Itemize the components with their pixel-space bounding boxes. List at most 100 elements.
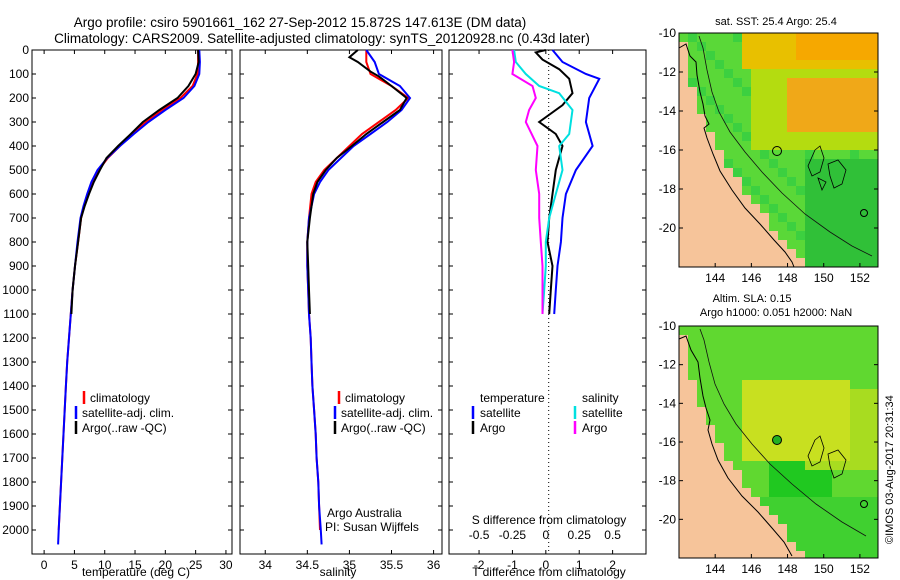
- map-cell: [832, 380, 841, 389]
- map-cell: [751, 177, 760, 186]
- map-cell: [823, 434, 832, 443]
- map-cell: [814, 114, 823, 123]
- y-tick-label: 300: [9, 115, 29, 129]
- map-cell: [742, 398, 751, 407]
- map-cell: [733, 114, 742, 123]
- map-cell: [832, 398, 841, 407]
- map-cell: [778, 479, 787, 488]
- map-cell: [841, 150, 850, 159]
- map-cell: [850, 452, 859, 461]
- map-cell: [760, 51, 769, 60]
- map-cell: [796, 96, 805, 105]
- map-cell: [742, 470, 751, 479]
- map-cell: [823, 240, 832, 249]
- map-cell: [805, 132, 814, 141]
- map-cell: [796, 389, 805, 398]
- map-cell: [724, 60, 733, 69]
- map-cell: [787, 69, 796, 78]
- map-cell: [760, 407, 769, 416]
- x-tick-label: 25: [189, 558, 203, 572]
- map-y-tick-label: -18: [659, 182, 677, 196]
- map-cell: [850, 371, 859, 380]
- map-y-tick-label: -12: [659, 65, 677, 79]
- map-cell: [751, 105, 760, 114]
- map-cell: [841, 96, 850, 105]
- map-cell: [832, 78, 841, 87]
- map-cell: [868, 159, 877, 168]
- map-cell: [823, 258, 832, 267]
- map-cell: [751, 78, 760, 87]
- map-cell: [805, 425, 814, 434]
- map-cell: [859, 258, 868, 267]
- sst-map-mooring-marker: [860, 209, 868, 217]
- map-cell: [706, 335, 715, 344]
- map-cell: [787, 150, 796, 159]
- map-cell: [814, 78, 823, 87]
- map-cell: [733, 416, 742, 425]
- map-cell: [841, 42, 850, 51]
- map-cell: [832, 389, 841, 398]
- y-tick-label: 1200: [2, 331, 29, 345]
- map-cell: [805, 434, 814, 443]
- map-cell: [778, 96, 787, 105]
- map-y-tick-label: -10: [659, 319, 677, 333]
- map-cell: [760, 42, 769, 51]
- map-cell: [859, 398, 868, 407]
- x-tick-label: 15: [128, 558, 142, 572]
- map-cell: [850, 114, 859, 123]
- difference-bottom-label: T difference from climatology: [472, 565, 626, 579]
- series-line-s-argo: [511, 49, 544, 314]
- map-cell: [769, 141, 778, 150]
- map-cell: [724, 114, 733, 123]
- top-x-tick-label: 0.25: [568, 528, 592, 542]
- map-cell: [769, 470, 778, 479]
- map-cell: [832, 231, 841, 240]
- map-cell: [805, 195, 814, 204]
- map-cell: [697, 105, 706, 114]
- map-cell: [724, 159, 733, 168]
- map-cell: [796, 407, 805, 416]
- map-cell: [751, 114, 760, 123]
- map-cell: [859, 33, 868, 42]
- map-cell: [751, 51, 760, 60]
- map-cell: [868, 551, 877, 558]
- map-cell: [787, 114, 796, 123]
- map-cell: [787, 434, 796, 443]
- map-cell: [805, 353, 814, 362]
- map-cell: [859, 240, 868, 249]
- x-tick-label: 0: [41, 558, 48, 572]
- map-cell: [796, 141, 805, 150]
- map-y-tick-label: -16: [659, 143, 677, 157]
- map-cell: [742, 159, 751, 168]
- map-cell: [760, 461, 769, 470]
- map-cell: [868, 434, 877, 443]
- map-cell: [823, 488, 832, 497]
- map-cell: [859, 78, 868, 87]
- map-cell: [859, 452, 868, 461]
- map-cell: [787, 132, 796, 141]
- map-cell: [859, 434, 868, 443]
- map-cell: [760, 380, 769, 389]
- map-cell: [787, 398, 796, 407]
- map-cell: [706, 51, 715, 60]
- map-cell: [841, 204, 850, 213]
- map-x-tick-label: 152: [850, 271, 870, 285]
- map-cell: [733, 141, 742, 150]
- map-cell: [805, 416, 814, 425]
- map-cell: [724, 389, 733, 398]
- map-cell: [850, 42, 859, 51]
- map-cell: [697, 344, 706, 353]
- map-cell: [760, 141, 769, 150]
- map-cell: [787, 60, 796, 69]
- map-cell: [787, 186, 796, 195]
- map-cell: [859, 506, 868, 515]
- map-cell: [769, 42, 778, 51]
- map-cell: [679, 33, 688, 42]
- map-cell: [868, 533, 877, 542]
- map-cell: [760, 344, 769, 353]
- map-cell: [805, 479, 814, 488]
- map-cell: [796, 195, 805, 204]
- map-cell: [859, 231, 868, 240]
- map-cell: [850, 204, 859, 213]
- map-cell: [832, 425, 841, 434]
